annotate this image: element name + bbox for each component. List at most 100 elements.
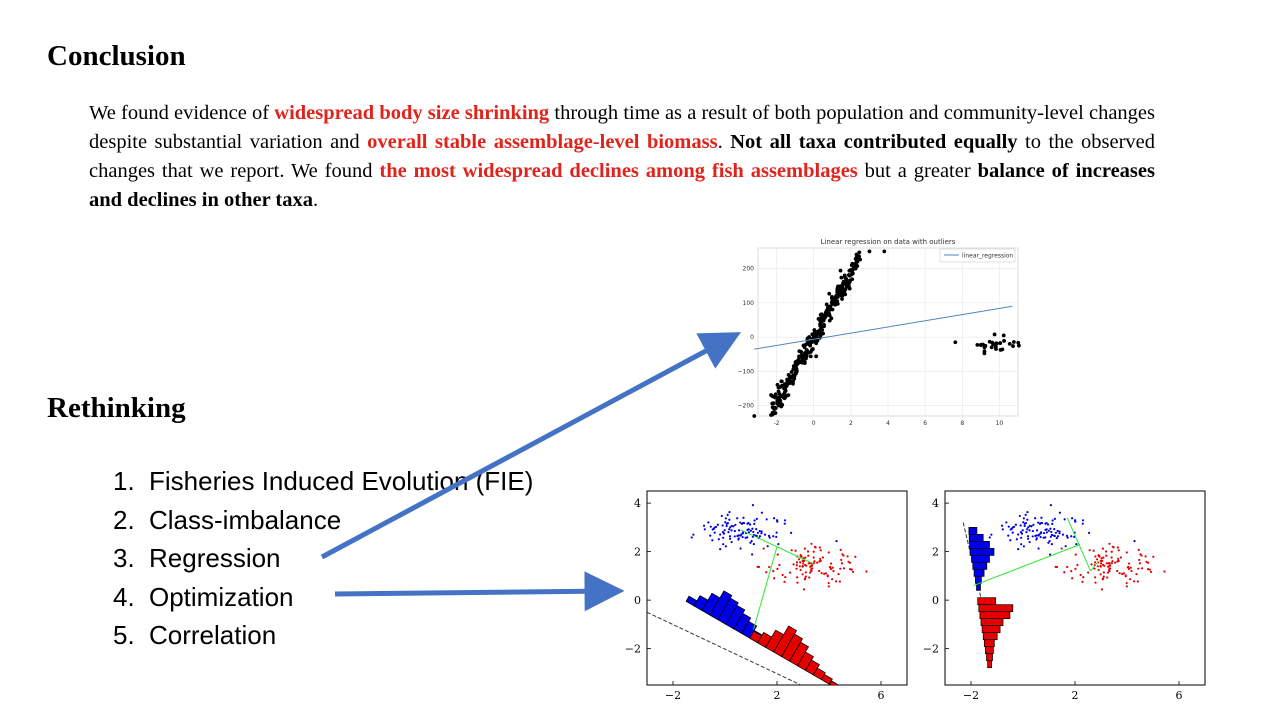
outlier-point: [994, 347, 998, 351]
class-a-point: [716, 523, 719, 526]
class-a-hist-bar: [968, 534, 984, 542]
x-tick-label: 4: [886, 420, 890, 427]
class-a-point: [719, 548, 722, 551]
outlier-point: [1002, 339, 1006, 343]
class-b-point: [1140, 567, 1144, 570]
x-tick-label: 2: [849, 420, 853, 427]
class-a-point: [763, 533, 767, 536]
class-a-point: [1026, 511, 1029, 514]
class-b-point: [1144, 555, 1147, 558]
class-b-point: [1126, 566, 1129, 569]
item-label: Correlation: [149, 620, 277, 650]
data-point: [818, 333, 823, 338]
data-point: [833, 294, 838, 299]
class-b-point: [1070, 570, 1073, 573]
regression-line: [754, 305, 1013, 350]
class-b-point: [820, 572, 823, 575]
class-a-point: [755, 517, 758, 520]
data-point: [830, 298, 835, 302]
item-label: Class-imbalance: [149, 504, 342, 535]
class-b-point: [812, 550, 815, 553]
class-b-hist-bar: [781, 633, 804, 662]
class-a-point: [1046, 523, 1050, 526]
data-point: [802, 343, 807, 348]
class-b-point: [1106, 576, 1109, 579]
class-b-point: [1127, 562, 1131, 565]
class-b-point: [854, 555, 857, 558]
class-a-point: [742, 516, 745, 519]
class-b-point: [1117, 549, 1120, 552]
y-tick-label: −100: [738, 368, 755, 375]
class-b-point: [1076, 563, 1079, 567]
class-a-point: [1049, 527, 1052, 530]
data-point: [853, 266, 858, 271]
class-a-point: [728, 537, 732, 540]
x-tick-label: −2: [665, 689, 681, 702]
class-b-hist-bar: [982, 632, 998, 641]
class-b-point: [1146, 567, 1150, 571]
class-b-point: [1094, 581, 1097, 584]
class-b-point: [1152, 555, 1155, 558]
class-a-point: [692, 533, 695, 536]
y-tick-label: 0: [750, 334, 754, 341]
class-a-point: [1040, 531, 1043, 534]
class-b-point: [1074, 553, 1077, 556]
class-a-point: [835, 539, 838, 543]
class-a-point: [1011, 531, 1014, 534]
class-b-point: [1092, 549, 1095, 552]
data-point: [854, 261, 858, 265]
class-a-point: [728, 528, 731, 531]
class-a-point: [1011, 526, 1014, 529]
class-a-point: [1055, 537, 1058, 540]
class-a-point: [726, 513, 729, 516]
class-b-point: [801, 573, 804, 576]
class-b-point: [784, 575, 787, 579]
data-point: [845, 282, 850, 286]
class-a-point: [739, 521, 742, 524]
class-b-point: [1094, 555, 1097, 558]
class-a-point: [1028, 524, 1031, 528]
class-a-point: [1025, 531, 1028, 534]
data-point: [840, 297, 844, 301]
class-a-point: [733, 529, 736, 533]
data-point: [841, 281, 846, 286]
class-b-hist-bar: [797, 651, 814, 671]
class-b-point: [803, 547, 807, 550]
class-a-point: [1052, 534, 1056, 537]
class-b-point: [797, 558, 801, 561]
class-b-point: [1100, 562, 1103, 565]
class-a-point: [703, 528, 706, 531]
regression-grid: [758, 248, 1018, 416]
class-a-point: [760, 532, 763, 535]
class-a-point: [1020, 536, 1023, 539]
class-b-point: [792, 563, 795, 566]
class-a-point: [725, 522, 728, 525]
class-b-point: [1107, 569, 1111, 572]
class-b-point: [799, 568, 802, 572]
class-a-point: [741, 535, 744, 539]
class-a-point: [772, 535, 775, 538]
class-b-point: [1110, 562, 1113, 565]
class-b-point: [1118, 572, 1121, 575]
class-b-point: [1055, 565, 1059, 569]
regression-legend: linear_regression: [939, 248, 1016, 263]
class-b-point: [827, 581, 830, 585]
class-a-point: [734, 523, 737, 526]
class-b-point: [1124, 574, 1127, 577]
class-a-point: [790, 531, 793, 534]
class-a-point: [721, 524, 724, 527]
data-point: [828, 306, 832, 311]
class-b-point: [762, 547, 765, 550]
class-b-point: [1095, 558, 1099, 561]
class-a-point: [760, 530, 763, 533]
class-a-point: [1053, 528, 1056, 531]
class-b-point: [804, 575, 807, 578]
regression-arrow: [320, 332, 742, 560]
class-a-point: [1058, 532, 1061, 535]
class-a-point: [690, 536, 693, 539]
class-b-point: [808, 576, 811, 579]
class-a-point: [1031, 535, 1034, 538]
class-b-point: [1136, 580, 1139, 583]
class-a-point: [1026, 528, 1029, 531]
data-point: [813, 332, 817, 337]
